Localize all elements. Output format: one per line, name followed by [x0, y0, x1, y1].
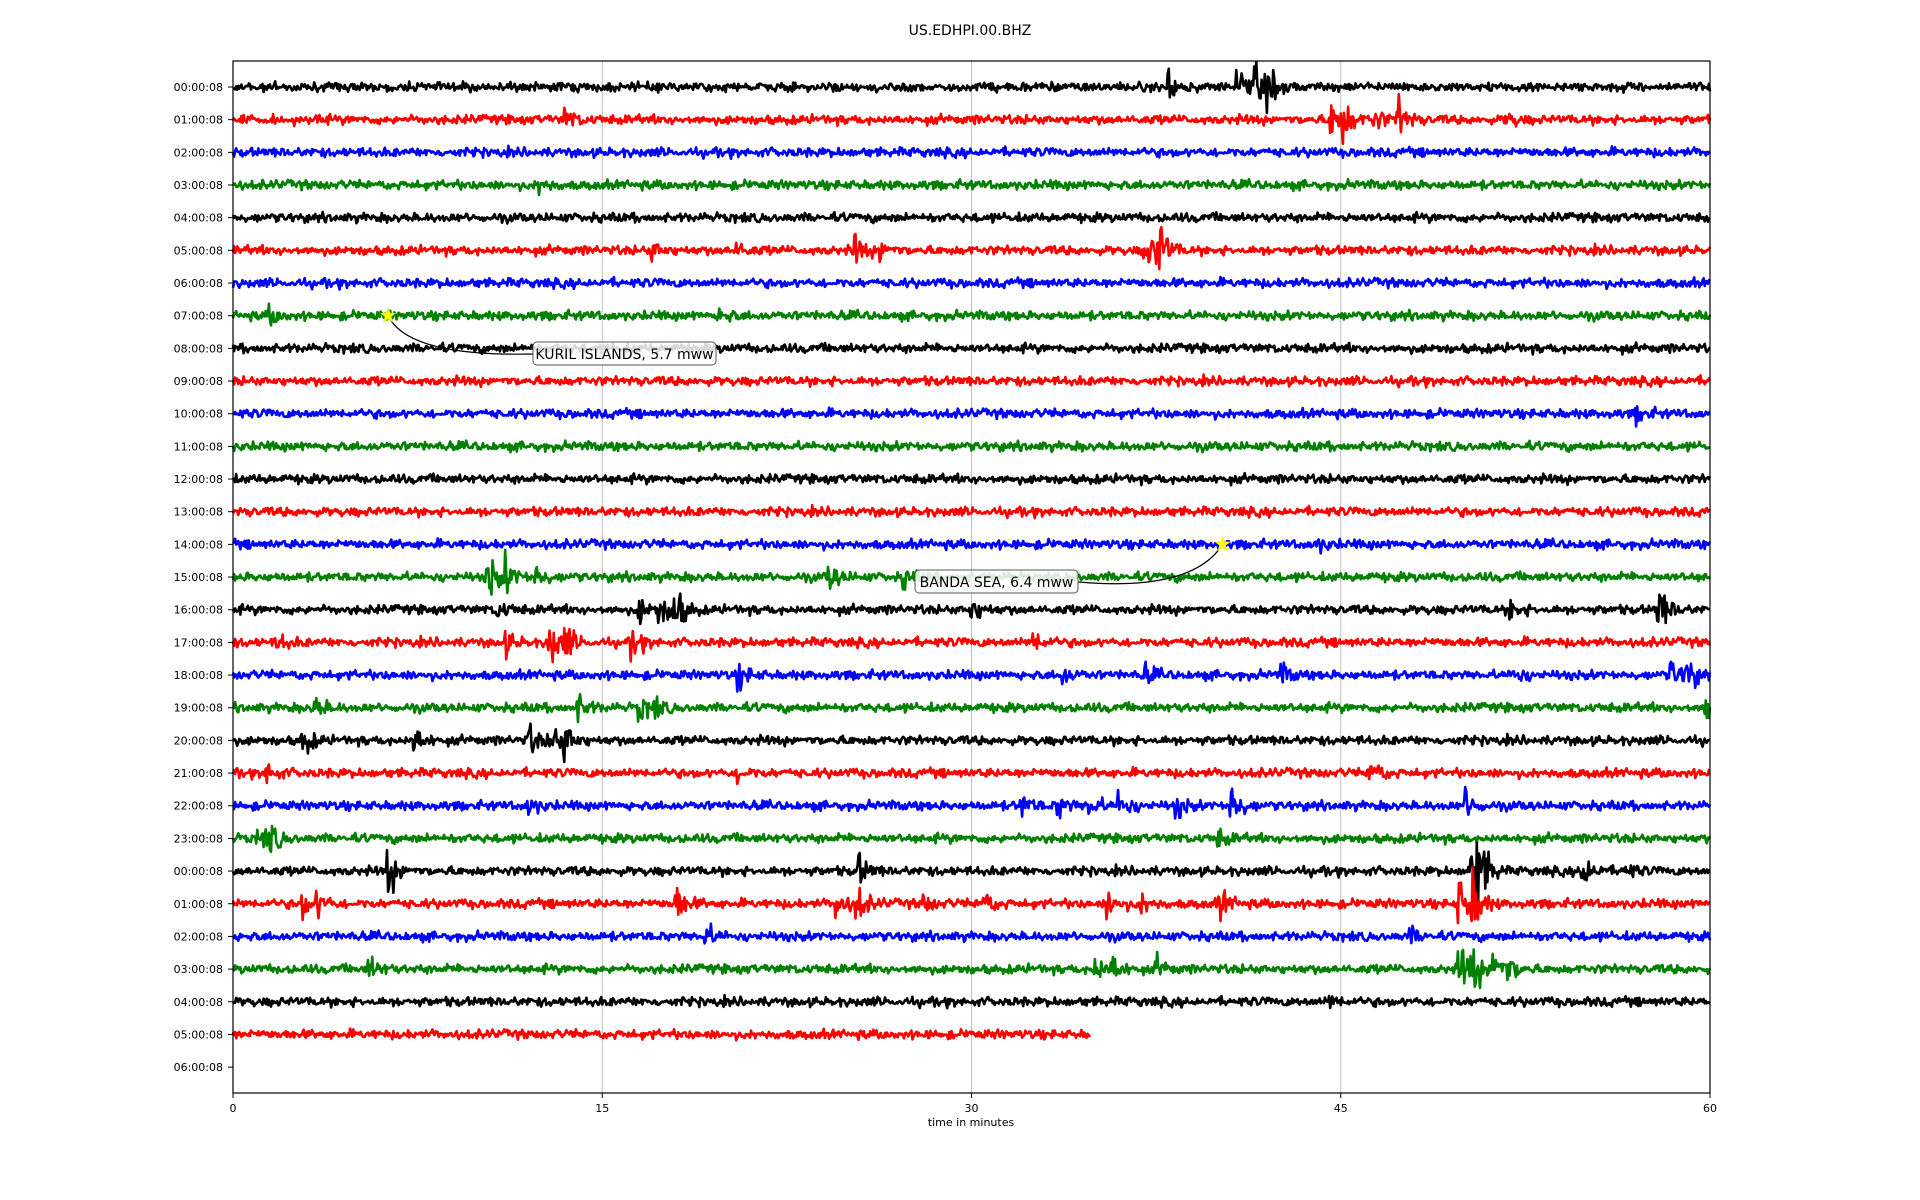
- y-tick-label: 11:00:08: [174, 440, 223, 453]
- seismic-trace: [232, 60, 1712, 115]
- seismic-trace: [231, 373, 1712, 389]
- y-axis-ticks: 00:00:08 01:00:08 02:00:08 03:00:08 04:00:08…: [174, 81, 233, 1074]
- star-icon: [379, 306, 397, 323]
- y-tick-label: 03:00:08: [174, 179, 223, 192]
- annotation-arrow: [387, 315, 534, 355]
- y-tick-label: 19:00:08: [174, 702, 223, 715]
- seismic-trace: [231, 592, 1711, 626]
- seismic-trace: [231, 439, 1711, 454]
- seismic-trace: [231, 866, 1711, 925]
- seismic-trace: [231, 225, 1712, 271]
- seismic-trace: [231, 177, 1712, 197]
- y-tick-label: 07:00:08: [174, 310, 223, 323]
- seismic-trace: [231, 1027, 1091, 1042]
- seismic-trace: [231, 210, 1711, 225]
- chart-title: US.EDHPI.00.BHZ: [909, 23, 1032, 39]
- seismic-trace: [231, 275, 1712, 291]
- annotation-box: [914, 569, 1079, 594]
- seismic-trace: [231, 341, 1711, 356]
- seismic-trace: [231, 841, 1711, 919]
- event-annotations: KURIL ISLANDS, 5.7 mww BANDA SEA, 6.4 mww: [379, 306, 1231, 594]
- y-tick-label: 10:00:08: [174, 408, 223, 421]
- y-tick-label: 14:00:08: [174, 538, 223, 551]
- seismic-trace: [232, 692, 1712, 724]
- y-tick-label: 20:00:08: [174, 734, 223, 747]
- seismic-trace: [231, 722, 1711, 764]
- x-tick-label: 0: [230, 1102, 237, 1115]
- y-tick-label: 01:00:08: [174, 898, 223, 911]
- seismic-trace: [232, 404, 1711, 428]
- y-tick-label: 12:00:08: [174, 473, 223, 486]
- y-tick-label: 13:00:08: [174, 506, 223, 519]
- seismic-trace: [231, 537, 1712, 555]
- y-tick-label: 16:00:08: [174, 604, 223, 617]
- y-tick-label: 09:00:08: [174, 375, 223, 388]
- y-tick-label: 04:00:08: [174, 996, 223, 1009]
- seismic-trace: [231, 763, 1711, 786]
- x-axis-label: time in minutes: [928, 1116, 1015, 1129]
- annotation-box: [532, 341, 717, 366]
- x-tick-label: 30: [965, 1102, 979, 1115]
- y-tick-label: 05:00:08: [174, 1028, 223, 1041]
- star-icon: [1214, 535, 1231, 552]
- y-tick-label: 23:00:08: [174, 832, 223, 845]
- seismic-trace: [231, 824, 1712, 854]
- y-tick-label: 00:00:08: [174, 81, 223, 94]
- seismic-trace: [232, 993, 1711, 1010]
- annotation-label: KURIL ISLANDS, 5.7 mww: [535, 347, 713, 363]
- y-tick-label: 03:00:08: [174, 963, 223, 976]
- seismic-trace: [231, 471, 1712, 487]
- seismic-trace: [231, 144, 1712, 161]
- seismic-trace: [232, 785, 1712, 820]
- y-tick-label: 06:00:08: [174, 277, 223, 290]
- seismic-trace: [231, 92, 1712, 146]
- traces: [231, 60, 1712, 1042]
- x-tick-label: 45: [1334, 1102, 1348, 1115]
- annotation-arrow: [1077, 544, 1224, 585]
- y-tick-label: 00:00:08: [174, 865, 223, 878]
- y-tick-label: 04:00:08: [174, 212, 223, 225]
- x-tick-label: 60: [1703, 1102, 1717, 1115]
- y-tick-label: 02:00:08: [174, 930, 223, 943]
- y-tick-label: 22:00:08: [174, 800, 223, 813]
- seismic-trace: [231, 626, 1712, 664]
- y-tick-label: 02:00:08: [174, 146, 223, 159]
- seismic-trace: [232, 922, 1712, 945]
- annotation-label: BANDA SEA, 6.4 mww: [920, 575, 1074, 591]
- seismic-trace: [231, 302, 1712, 327]
- y-tick-label: 01:00:08: [174, 114, 223, 127]
- seismic-trace: [231, 660, 1712, 693]
- y-tick-label: 06:00:08: [174, 1061, 223, 1074]
- x-tick-label: 15: [595, 1102, 609, 1115]
- y-tick-label: 17:00:08: [174, 636, 223, 649]
- y-tick-label: 21:00:08: [174, 767, 223, 780]
- y-tick-label: 15:00:08: [174, 571, 223, 584]
- seismic-trace: [232, 948, 1712, 990]
- x-axis-ticks: 0 15 30 45 60: [230, 1093, 1717, 1115]
- y-tick-label: 05:00:08: [174, 244, 223, 257]
- plot-frame: [232, 60, 1711, 1094]
- y-tick-label: 08:00:08: [174, 342, 223, 355]
- y-tick-label: 18:00:08: [174, 669, 223, 682]
- seismic-trace: [231, 503, 1712, 520]
